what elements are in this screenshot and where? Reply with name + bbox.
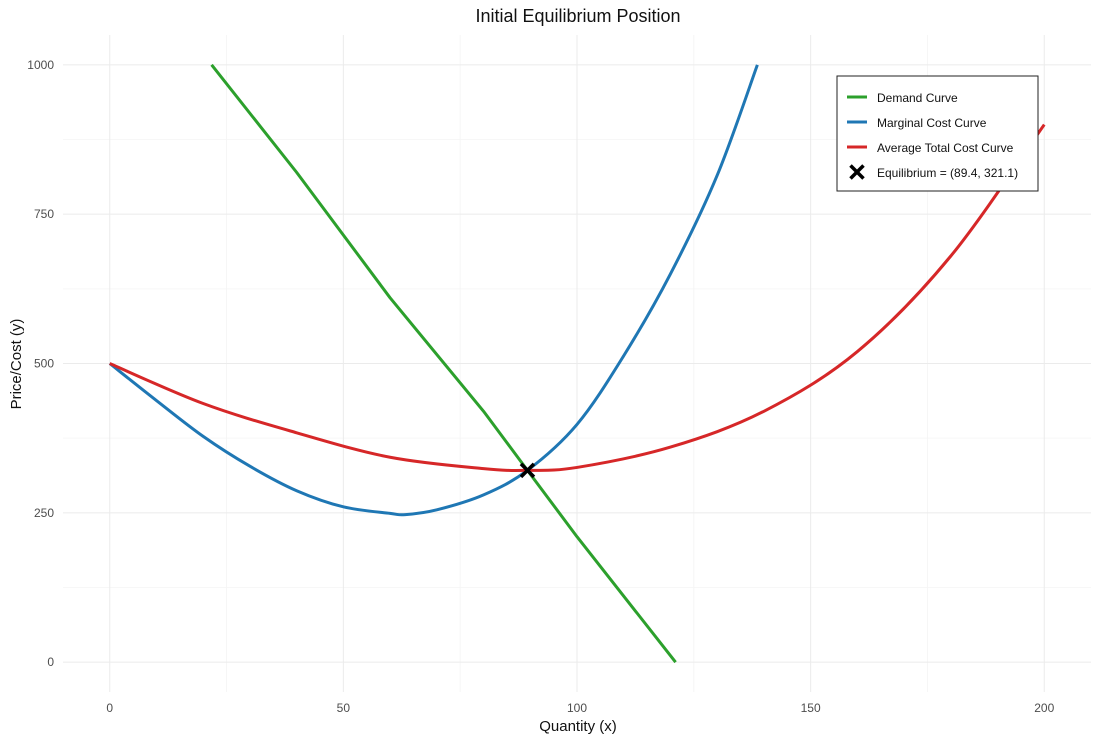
legend-key-equilibrium — [849, 164, 865, 180]
average-total-cost-curve-line — [109, 123, 1046, 472]
legend-label-equilibrium: Equilibrium = (89.4, 321.1) — [877, 166, 1018, 180]
legend-box — [836, 75, 1039, 192]
y-tick-label: 250 — [34, 506, 54, 520]
demand-curve-line — [210, 63, 677, 664]
marker-layer — [519, 462, 536, 479]
y-tick-label: 750 — [34, 207, 54, 221]
grid — [63, 35, 1091, 692]
legend: Demand Curve Marginal Cost Curve Average… — [836, 75, 1039, 192]
legend-keys — [847, 95, 867, 180]
marginal-cost-curve-line — [108, 64, 759, 517]
tick-labels: 0 50 100 150 200 0 250 500 750 1000 — [27, 58, 1054, 715]
equilibrium-marker — [519, 462, 536, 479]
x-tick-label: 150 — [801, 701, 821, 715]
y-tick-label: 1000 — [27, 58, 54, 72]
y-tick-label: 0 — [47, 655, 54, 669]
legend-label-demand: Demand Curve — [877, 91, 958, 105]
x-tick-label: 100 — [567, 701, 587, 715]
legend-label-marginal-cost: Marginal Cost Curve — [877, 116, 987, 130]
x-tick-label: 0 — [106, 701, 113, 715]
series-layer — [108, 63, 1046, 664]
legend-label-average-total-cost: Average Total Cost Curve — [877, 141, 1014, 155]
x-axis-title: Quantity (x) — [539, 718, 617, 735]
y-tick-label: 500 — [34, 357, 54, 371]
y-axis-title: Price/Cost (y) — [8, 319, 25, 410]
x-tick-label: 200 — [1034, 701, 1054, 715]
x-tick-label: 50 — [337, 701, 351, 715]
chart-title: Initial Equilibrium Position — [475, 6, 680, 26]
